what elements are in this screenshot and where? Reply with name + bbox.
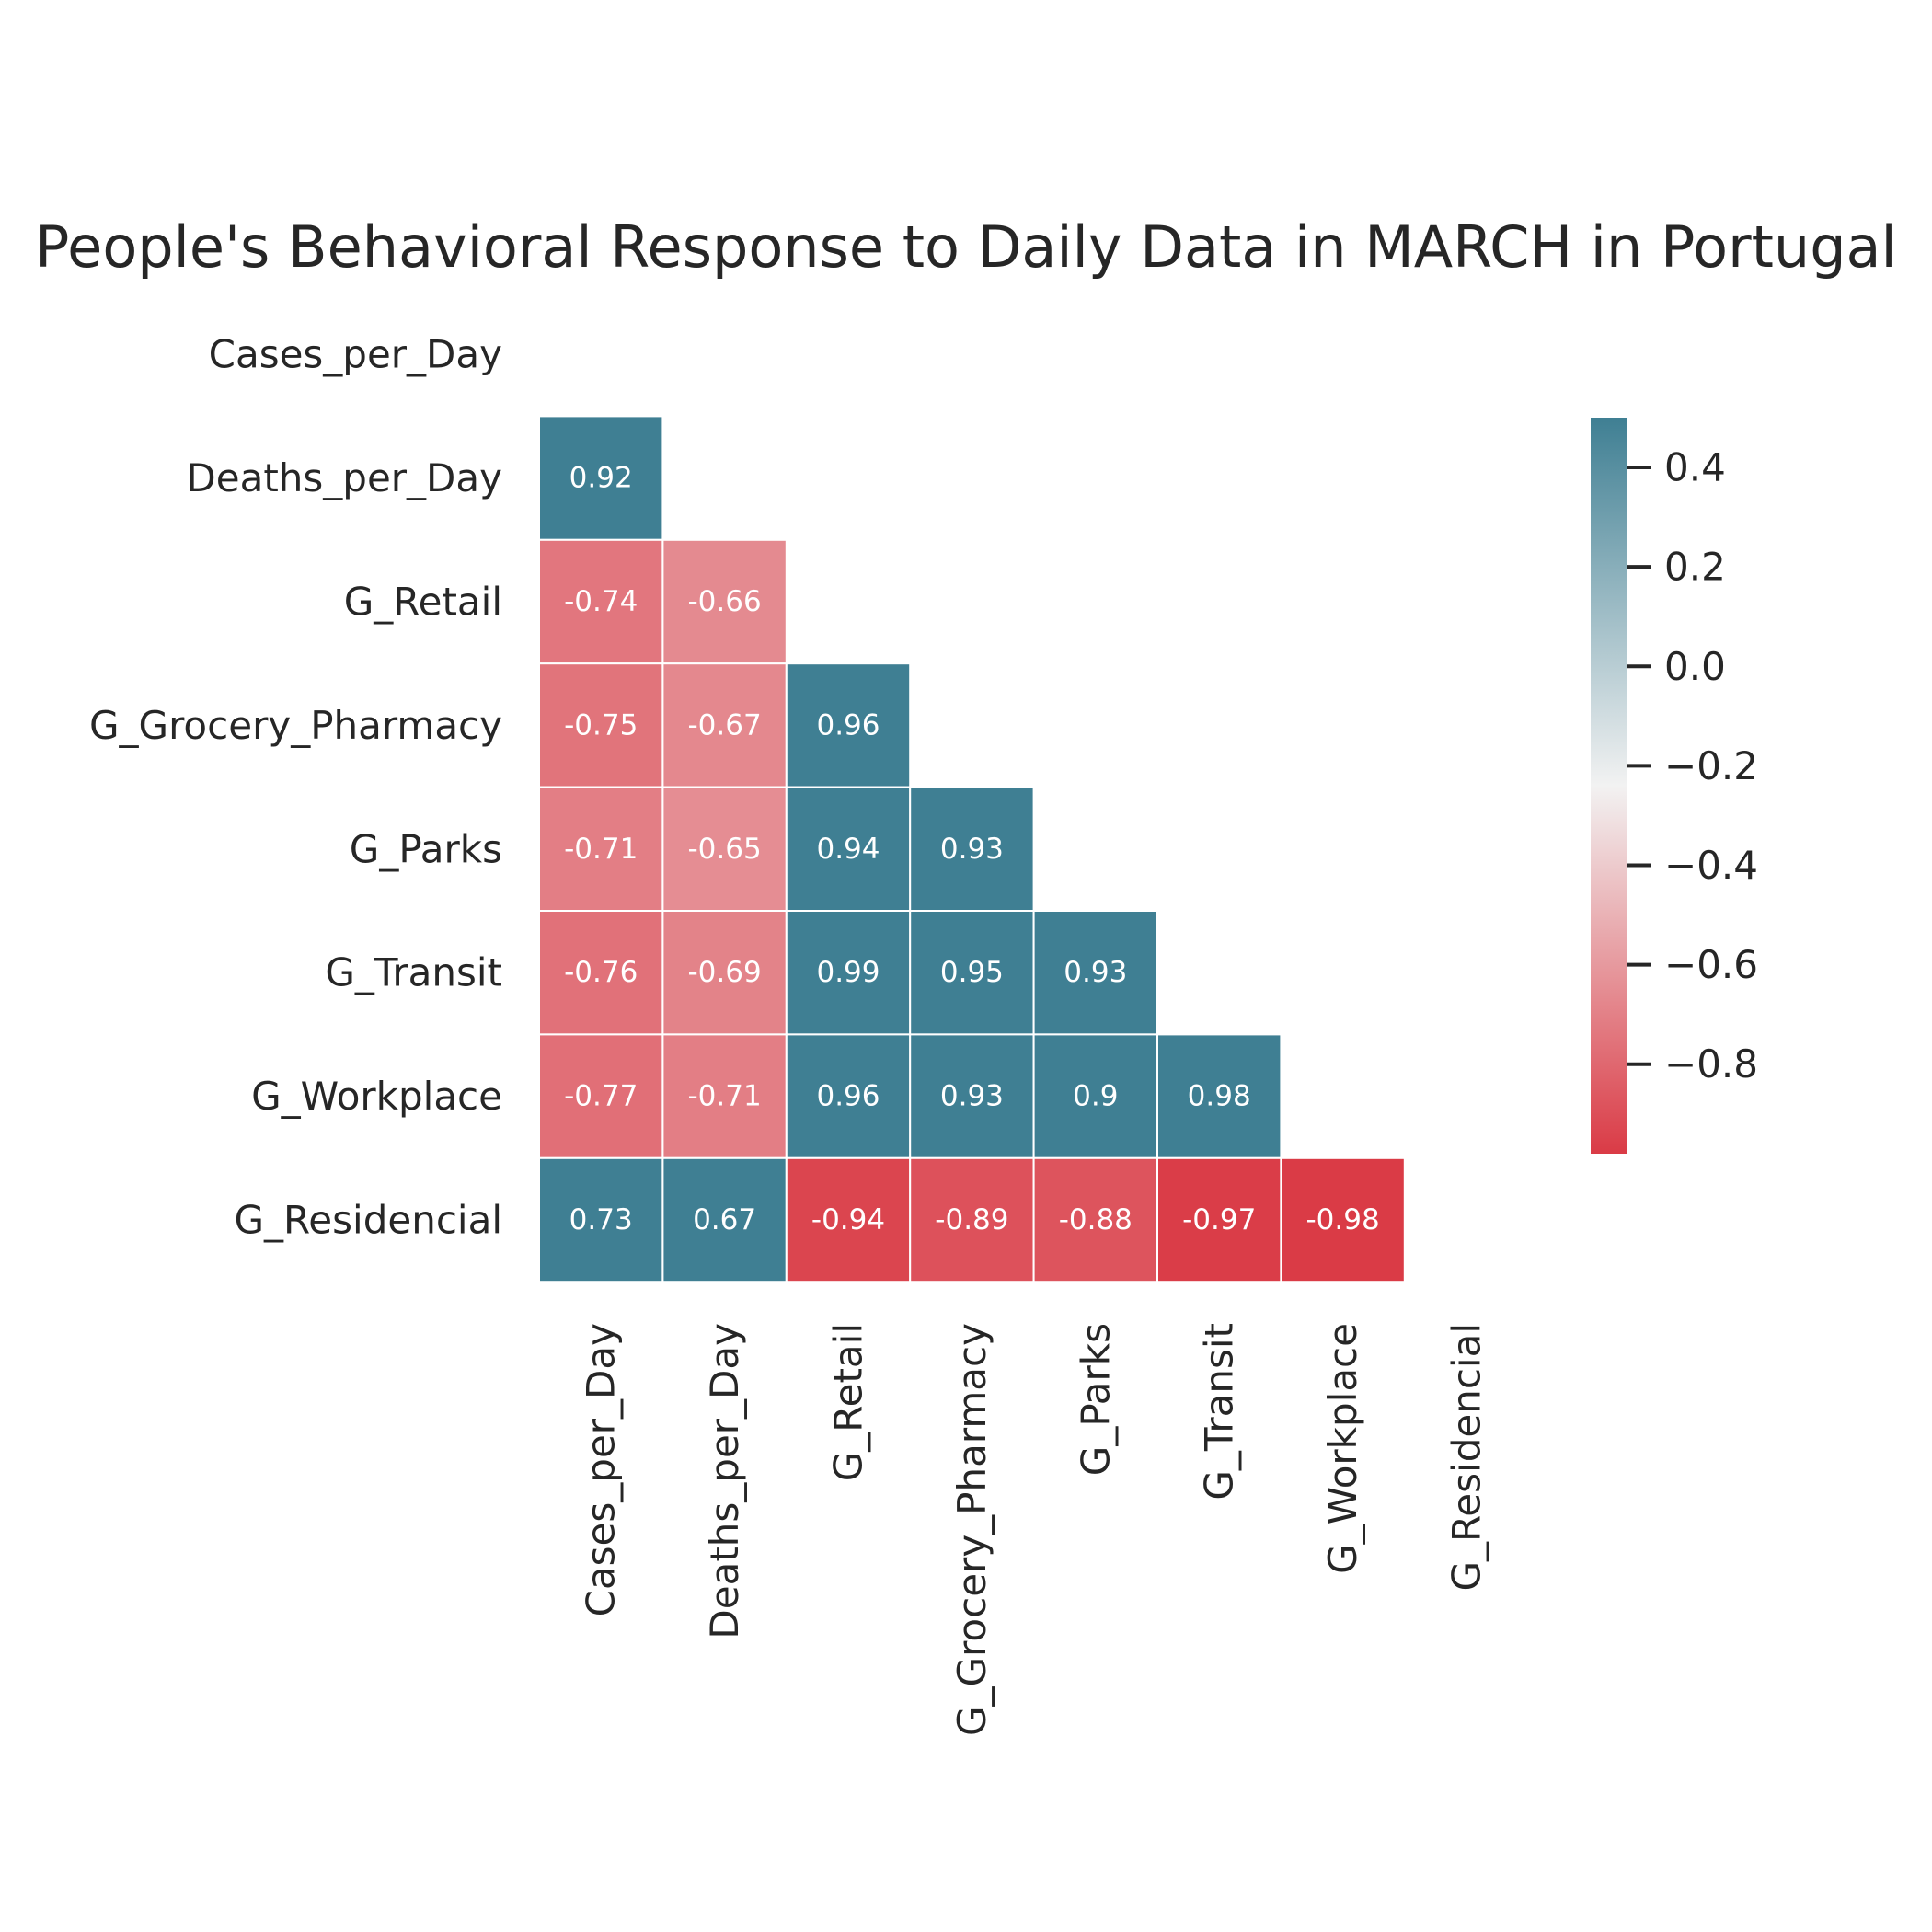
colorbar-tick-label: 0.0: [1664, 644, 1726, 689]
colorbar-tick-label: −0.4: [1664, 843, 1758, 888]
column-label: G_Parks: [1073, 1323, 1118, 1476]
cell-value-label: 0.73: [569, 1203, 633, 1236]
column-labels: Cases_per_Day Deaths_per_Day G_Retail G_Gro…: [579, 1323, 1489, 1736]
heatmap-cell: [1032, 910, 1158, 1036]
colorbar-gradient: [1591, 418, 1627, 1154]
cell-value-label: 0.95: [940, 956, 1004, 989]
cell-value-label: 0.67: [693, 1203, 756, 1236]
cell-value-label: -0.97: [1182, 1203, 1256, 1236]
cell-value-label: -0.66: [687, 585, 761, 618]
colorbar: 0.4 0.2 0.0 −0.2 −0.4 −0.6 −0.8: [1591, 418, 1758, 1154]
cell-value-label: -0.98: [1305, 1203, 1379, 1236]
heatmap-cell: [909, 1033, 1035, 1159]
row-labels: Cases_per_Day Deaths_per_Day G_Retail G_Gro…: [89, 332, 502, 1243]
colorbar-tick-label: −0.6: [1664, 942, 1758, 987]
column-label: G_Retail: [826, 1323, 871, 1481]
cell-value-label: 0.94: [816, 833, 880, 866]
heatmap-cell: [661, 1156, 788, 1283]
cell-value-label: -0.88: [1059, 1203, 1133, 1236]
cell-value-label: 0.99: [816, 956, 880, 989]
cell-value-label: 0.92: [569, 462, 633, 495]
cell-value-label: -0.71: [564, 833, 638, 866]
heatmap-cell: [538, 538, 664, 665]
heatmap-cell: [1280, 1156, 1406, 1283]
heatmap-cell: [785, 1033, 912, 1159]
heatmap-cell: [538, 1033, 664, 1159]
cell-value-label: 0.93: [1064, 956, 1127, 989]
cell-value-label: -0.94: [811, 1203, 885, 1236]
colorbar-tick-label: 0.4: [1664, 445, 1726, 490]
chart-title: People's Behavioral Response to Daily Da…: [35, 213, 1897, 281]
column-label: Deaths_per_Day: [702, 1323, 747, 1639]
column-label: Cases_per_Day: [579, 1323, 624, 1616]
row-label: G_Residencial: [234, 1198, 502, 1243]
column-label: G_Grocery_Pharmacy: [949, 1323, 995, 1736]
heatmap-cell: [538, 1156, 664, 1283]
cell-value-label: -0.77: [564, 1080, 638, 1113]
heatmap-cells: 0.92 -0.74 -0.66 -0.75 -0.67 0.96 -0.71 -0.65 0.…: [538, 415, 1406, 1283]
row-label: G_Grocery_Pharmacy: [89, 703, 502, 748]
cell-value-label: 0.9: [1073, 1080, 1118, 1113]
heatmap-cell: [661, 1033, 788, 1159]
column-label: G_Workplace: [1320, 1323, 1365, 1574]
cell-value-label: 0.93: [940, 833, 1004, 866]
cell-value-label: -0.75: [564, 708, 638, 742]
cell-value-label: 0.96: [816, 708, 880, 742]
heatmap-cell: [538, 415, 664, 541]
heatmap-cell: [1156, 1033, 1282, 1159]
heatmap-cell: [661, 910, 788, 1036]
cell-value-label: 0.93: [940, 1080, 1004, 1113]
heatmap-cell: [661, 786, 788, 912]
cell-value-label: -0.67: [687, 708, 761, 742]
heatmap-cell: [661, 538, 788, 665]
cell-value-label: -0.89: [935, 1203, 1008, 1236]
heatmap-cell: [1032, 1033, 1158, 1159]
heatmap-cell: [1156, 1156, 1282, 1283]
row-label: G_Workplace: [251, 1074, 502, 1119]
heatmap-cell: [538, 662, 664, 788]
column-label: G_Transit: [1197, 1323, 1242, 1501]
cell-value-label: -0.74: [564, 585, 638, 618]
row-label: G_Transit: [325, 950, 502, 995]
row-label: G_Parks: [350, 826, 502, 871]
cell-value-label: 0.98: [1188, 1080, 1251, 1113]
cell-value-label: 0.96: [816, 1080, 880, 1113]
column-label: G_Residencial: [1444, 1323, 1489, 1592]
cell-value-label: -0.71: [687, 1080, 761, 1113]
cell-value-label: -0.76: [564, 956, 638, 989]
heatmap-cell: [909, 910, 1035, 1036]
heatmap-cell: [909, 786, 1035, 912]
colorbar-tick-label: −0.8: [1664, 1041, 1758, 1087]
heatmap-cell: [909, 1156, 1035, 1283]
cell-value-label: -0.69: [687, 956, 761, 989]
cell-value-label: -0.65: [687, 833, 761, 866]
colorbar-tick-label: 0.2: [1664, 545, 1726, 590]
colorbar-tick-label: −0.2: [1664, 743, 1758, 788]
heatmap-cell: [785, 662, 912, 788]
row-label: Cases_per_Day: [209, 332, 502, 377]
row-label: G_Retail: [344, 580, 502, 625]
row-label: Deaths_per_Day: [186, 455, 502, 500]
